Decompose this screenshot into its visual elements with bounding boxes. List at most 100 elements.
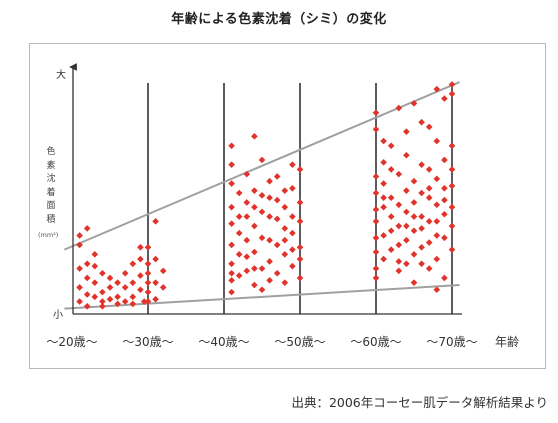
data-point [289, 184, 296, 192]
data-point [289, 213, 296, 220]
trend-line-upper [64, 81, 460, 251]
data-point [372, 265, 380, 272]
data-point [235, 272, 243, 279]
data-point [251, 265, 258, 272]
data-point [243, 267, 251, 275]
data-point [137, 286, 144, 294]
data-point [387, 246, 395, 253]
data-point [228, 277, 235, 284]
data-point [296, 166, 304, 173]
data-point [289, 262, 296, 270]
data-point [425, 184, 433, 192]
data-point [441, 210, 448, 218]
data-point [395, 222, 403, 230]
data-point [289, 161, 296, 168]
y-axis-top-label: 大 [56, 68, 66, 81]
data-point [83, 260, 91, 268]
data-point [281, 187, 289, 194]
data-point [91, 293, 99, 301]
data-point [425, 265, 433, 272]
x-tick-label: 〜70歳〜 [426, 335, 477, 349]
data-point [441, 274, 448, 282]
data-point [387, 142, 395, 150]
data-point [121, 284, 129, 291]
data-point [83, 302, 91, 310]
data-point [235, 229, 243, 237]
data-point [410, 251, 418, 258]
data-point [243, 213, 251, 220]
data-point [140, 298, 148, 305]
data-point [152, 279, 159, 286]
y-axis-label: 色素沈着面積 [46, 147, 56, 225]
data-point [372, 125, 380, 133]
data-point [403, 187, 410, 194]
data-point [395, 104, 403, 112]
data-point [235, 189, 243, 197]
data-point [395, 170, 403, 178]
data-point [228, 142, 235, 150]
data-point [266, 177, 273, 185]
data-point [243, 199, 251, 206]
data-point [433, 232, 441, 239]
data-point [251, 281, 258, 289]
data-point [372, 274, 380, 282]
data-point [296, 218, 304, 225]
data-point [418, 243, 425, 251]
data-point [380, 255, 387, 263]
data-point [281, 203, 289, 211]
data-point [159, 284, 167, 291]
data-point [448, 246, 456, 253]
data-point [106, 284, 114, 291]
data-point [403, 151, 410, 159]
data-point [251, 248, 258, 256]
data-point [235, 213, 243, 220]
data-point [144, 298, 152, 305]
data-point [251, 222, 258, 230]
data-point [425, 123, 433, 131]
data-point [448, 182, 456, 190]
data-point [395, 201, 403, 209]
data-point [228, 203, 235, 211]
x-axis-label: 年齢 [495, 334, 519, 349]
data-point [121, 298, 129, 305]
trend-lines [64, 81, 460, 310]
data-point [258, 286, 266, 294]
data-point [251, 133, 258, 140]
data-point [137, 255, 144, 263]
data-point [372, 218, 380, 225]
data-point [114, 300, 121, 308]
data-point [228, 260, 235, 268]
data-point [433, 201, 441, 209]
data-point [228, 241, 235, 249]
data-point [258, 192, 266, 199]
data-point [83, 291, 91, 298]
data-point [137, 243, 144, 251]
data-point [106, 274, 114, 282]
data-point [99, 298, 106, 305]
data-point [448, 81, 456, 88]
data-point [228, 161, 235, 168]
data-point [425, 239, 433, 246]
data-point [418, 118, 425, 126]
chart-title: 年齢による色素沈着（シミ）の変化 [171, 12, 387, 27]
data-point [99, 269, 106, 277]
data-point [387, 213, 395, 220]
data-point [418, 260, 425, 268]
data-point [251, 203, 258, 211]
data-point [433, 137, 441, 145]
data-point [114, 293, 121, 301]
data-point [228, 180, 235, 187]
data-point [273, 196, 281, 204]
data-point [273, 269, 281, 277]
data-point [144, 279, 152, 286]
data-point [372, 173, 380, 180]
data-point [91, 279, 99, 286]
data-point [235, 251, 243, 258]
data-point [152, 295, 159, 303]
data-point [152, 255, 159, 263]
data-point [83, 274, 91, 282]
data-point [403, 236, 410, 244]
data-point [281, 225, 289, 232]
data-point [76, 298, 83, 305]
data-point [289, 229, 296, 237]
